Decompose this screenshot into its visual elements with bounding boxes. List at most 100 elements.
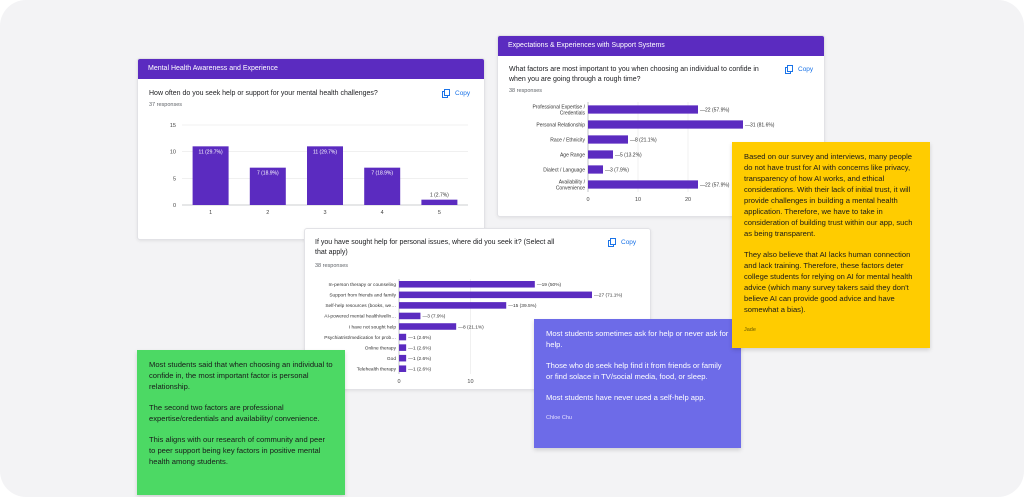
data-label: —3 (7.9%) <box>422 314 445 320</box>
note-paragraph: Based on our survey and interviews, many… <box>744 152 913 238</box>
x-tick-label: 10 <box>467 379 473 385</box>
x-tick-label: 5 <box>438 210 441 216</box>
copy-label: Copy <box>798 66 814 73</box>
sticky-note-yellow[interactable]: Based on our survey and interviews, many… <box>732 142 930 348</box>
category-label: I have not sought help <box>349 324 397 330</box>
category-label: God <box>387 356 396 362</box>
response-count: 38 responses <box>315 263 349 269</box>
bar <box>399 302 507 309</box>
category-label: Credentials <box>560 111 586 117</box>
bar <box>421 199 458 205</box>
note-paragraph: Most students have never used a self-hel… <box>546 393 706 402</box>
y-tick-label: 5 <box>173 176 176 182</box>
category-label: Race / Ethnicity <box>550 137 585 143</box>
bar <box>399 312 421 320</box>
data-label: —1 (2.6%) <box>408 367 431 373</box>
question-title: If you have sought help for personal iss… <box>315 239 555 256</box>
bar <box>588 165 603 174</box>
data-label: —1 (2.6%) <box>408 345 431 351</box>
y-tick-label: 0 <box>173 203 176 209</box>
copy-button[interactable]: Copy <box>608 238 636 247</box>
data-label: —1 (2.6%) <box>408 356 431 362</box>
data-label: 11 (29.7%) <box>313 149 337 155</box>
category-label: Dialect / Language <box>543 167 585 173</box>
data-label: —8 (21.1%) <box>458 324 484 330</box>
x-tick-label: 0 <box>397 379 400 385</box>
sticky-note-blue[interactable]: Most students sometimes ask for help or … <box>534 319 741 448</box>
category-label: Personal Relationship <box>536 122 585 128</box>
x-tick-label: 0 <box>586 197 589 203</box>
note-paragraph: Most students said that when choosing an… <box>149 360 333 391</box>
chart-help-frequency: 0 5 10 15 11 (29.7%) 1 7 (18.9%) 2 11 (29.7%) 3 7 … <box>170 123 468 216</box>
data-label: —19 (50%) <box>537 282 562 288</box>
chart-confide-factors: 0 10 20 —22 (57.9%) Professional Expertise /… <box>532 102 775 203</box>
bar <box>192 146 229 205</box>
data-label: —22 (57.9%) <box>700 107 730 113</box>
chart-help-sources: 0 10 —19 (50%) In-person therapy or counsel… <box>324 279 623 385</box>
bar <box>399 323 457 330</box>
copy-icon <box>442 89 450 98</box>
bar <box>588 180 698 189</box>
bar <box>588 135 628 144</box>
survey-card-help-frequency: Mental Health Awareness and Experience H… <box>137 58 485 240</box>
category-label: Self-help resources (books, we… <box>325 303 396 309</box>
category-label: Age Range <box>560 152 585 158</box>
x-tick-label: 4 <box>381 210 384 216</box>
bar <box>399 365 407 372</box>
category-label: Professional Expertise / <box>532 105 585 111</box>
data-label: 1 (2.7%) <box>430 193 449 199</box>
category-label: Telehealth therapy <box>357 367 397 373</box>
question-title: How often do you seek help or support fo… <box>149 90 378 97</box>
x-tick-label: 2 <box>266 210 269 216</box>
note-author: Jade <box>744 327 756 333</box>
note-paragraph: Most students sometimes ask for help or … <box>546 329 729 349</box>
category-label: Availability / <box>559 180 586 186</box>
survey-card-help-sources: If you have sought help for personal iss… <box>304 228 651 390</box>
data-label: 11 (29.7%) <box>199 149 223 155</box>
bar <box>307 146 343 205</box>
bar <box>399 333 407 341</box>
bar <box>364 167 401 205</box>
data-label: —5 (13.2%) <box>615 152 642 158</box>
data-label: —8 (21.1%) <box>630 137 657 143</box>
note-paragraph: Those who do seek help find it from frie… <box>546 361 722 381</box>
section-header: Mental Health Awareness and Experience <box>138 59 484 79</box>
sticky-note-green[interactable]: Most students said that when choosing an… <box>137 350 345 495</box>
response-count: 37 responses <box>149 102 183 108</box>
x-tick-label: 1 <box>209 210 212 216</box>
note-author: Chloe Chu <box>546 415 572 421</box>
y-tick-label: 10 <box>170 150 176 156</box>
bar <box>399 344 407 351</box>
data-label: —1 (2.6%) <box>408 335 431 341</box>
data-label: —27 (71.1%) <box>594 293 623 299</box>
data-label: 7 (18.9%) <box>371 171 393 177</box>
copy-icon <box>785 65 793 74</box>
category-label: Support from friends and family <box>329 293 396 299</box>
data-label: 7 (18.9%) <box>257 171 279 177</box>
bar <box>399 354 407 362</box>
note-paragraph: They also believe that AI lacks human co… <box>744 250 913 314</box>
note-paragraph: The second two factors are professional … <box>149 403 320 423</box>
bar <box>588 150 613 159</box>
data-label: —15 (39.5%) <box>508 303 537 309</box>
data-label: —3 (7.9%) <box>605 167 629 173</box>
category-label: Convenience <box>556 186 585 192</box>
bar <box>588 105 698 114</box>
bar <box>588 120 743 129</box>
bar <box>399 291 592 299</box>
copy-button[interactable]: Copy <box>785 65 813 74</box>
response-count: 38 responses <box>509 88 543 94</box>
copy-label: Copy <box>455 90 471 97</box>
category-label: Online therapy <box>365 345 397 351</box>
note-paragraph: This aligns with our research of communi… <box>149 435 326 466</box>
bar <box>399 281 535 288</box>
category-label: In-person therapy or counseling <box>329 282 397 288</box>
x-tick-label: 10 <box>635 197 641 203</box>
copy-label: Copy <box>621 239 637 246</box>
question-title: What factors are most important to you w… <box>509 66 759 83</box>
x-tick-label: 3 <box>323 210 326 216</box>
x-tick-label: 20 <box>685 197 691 203</box>
copy-button[interactable]: Copy <box>442 89 470 98</box>
copy-icon <box>608 238 616 247</box>
